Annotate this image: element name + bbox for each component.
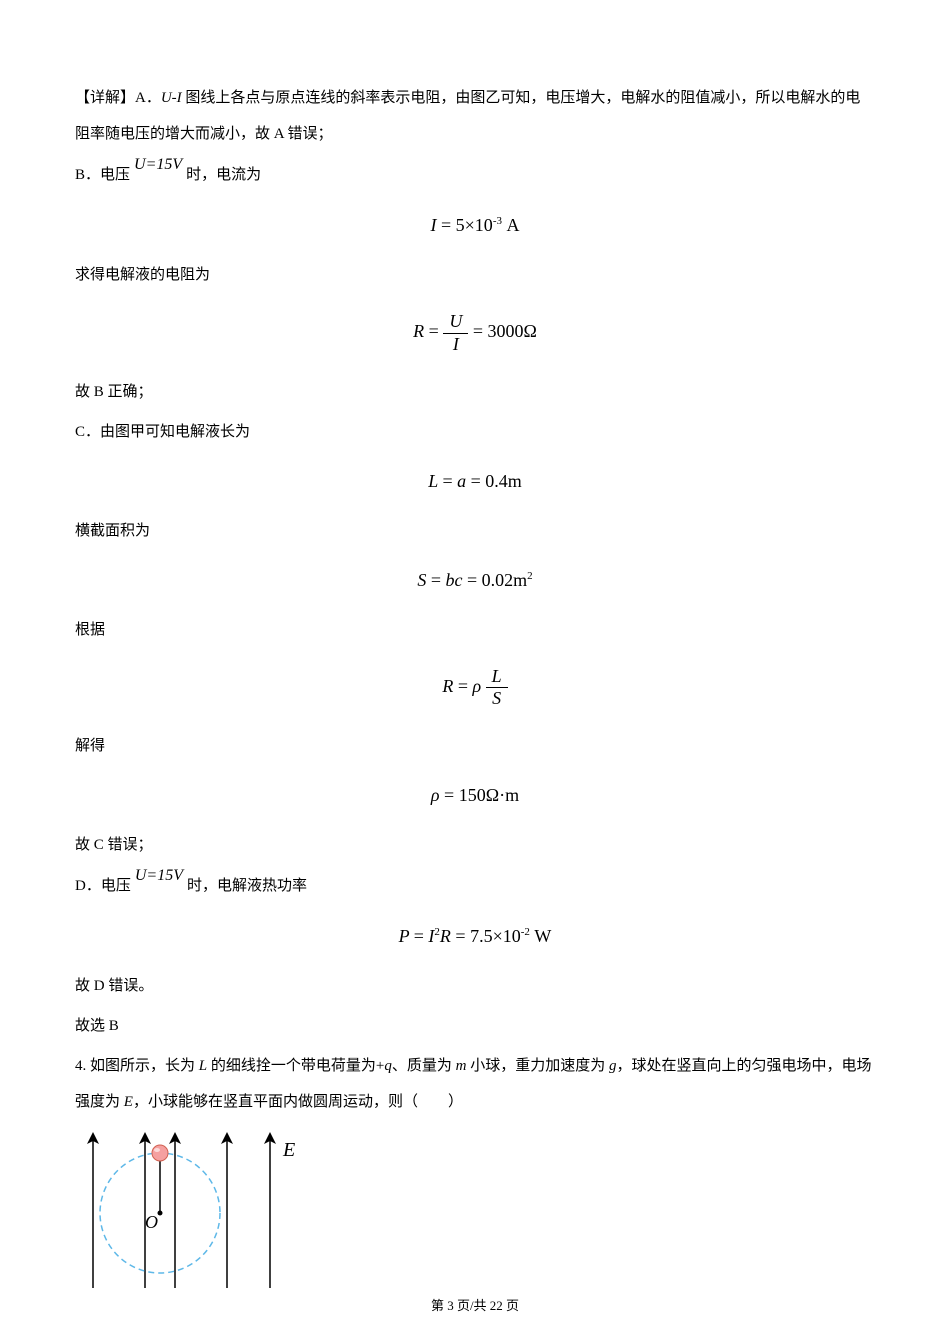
part-c-text3: 根据 <box>75 612 875 648</box>
part-b-prefix: B．电压 <box>75 157 130 193</box>
explanation-header: 【详解】A． <box>75 90 161 106</box>
q4-var-e: E <box>124 1094 133 1110</box>
formula-resistance: R = U I = 3000Ω <box>75 311 875 355</box>
part-b-conclusion: 故 B 正确； <box>75 374 875 410</box>
part-d-line1: D．电压 U=15V 时，电解液热功率 <box>75 867 875 905</box>
q4-var-l: L <box>199 1058 207 1074</box>
part-a-text: 【详解】A．U-I 图线上各点与原点连线的斜率表示电阻，由图乙可知，电压增大，电… <box>75 80 875 152</box>
label-e: E <box>282 1139 295 1161</box>
part-b-line1: B．电压 U=15V 时，电流为 <box>75 156 875 194</box>
ball-highlight <box>154 1148 160 1152</box>
part-c-text2: 横截面积为 <box>75 513 875 549</box>
r-result: = 3000Ω <box>473 322 537 342</box>
center-point <box>158 1211 163 1216</box>
formula-r-rho: R = ρ L S <box>75 666 875 710</box>
page-footer: 第 3 页/共 22 页 <box>0 1295 950 1314</box>
diagram-svg: O E <box>75 1128 305 1298</box>
question-4-diagram: O E <box>75 1128 875 1303</box>
part-c-conclusion: 故 C 错误； <box>75 827 875 863</box>
q4-text1: 的细线拴一个带电荷量为+ <box>207 1058 384 1074</box>
formula-rho-value: ρ = 150Ω·m <box>75 782 875 809</box>
formula-length: L = a = 0.4m <box>75 468 875 495</box>
formula-power: P = I2R = 7.5×10-2 W <box>75 923 875 950</box>
part-d-conclusion: 故 D 错误。 <box>75 968 875 1004</box>
frac-num-l: L <box>486 666 508 689</box>
formula-u-15v-d: U=15V <box>135 857 183 895</box>
question-4: 4. 如图所示，长为 L 的细线拴一个带电荷量为+q、质量为 m 小球，重力加速… <box>75 1048 875 1120</box>
q4-text2: 、质量为 <box>392 1058 456 1074</box>
part-c-text4: 解得 <box>75 728 875 764</box>
formula-current: I = 5×10-3 A <box>75 212 875 239</box>
frac-den-s: S <box>486 688 508 710</box>
ball <box>152 1145 168 1161</box>
part-a-content: 图线上各点与原点连线的斜率表示电阻，由图乙可知，电压增大，电解水的阻值减小，所以… <box>75 90 860 142</box>
q4-text5: ，小球能够在竖直平面内做圆周运动，则（ ） <box>133 1094 463 1110</box>
label-o: O <box>145 1212 158 1232</box>
part-d-middle: 时，电解液热功率 <box>187 868 307 904</box>
part-c-prefix: C．由图甲可知电解液长为 <box>75 414 875 450</box>
q4-var-m: m <box>456 1058 467 1074</box>
frac-num-u: U <box>443 311 468 334</box>
final-answer: 故选 B <box>75 1008 875 1044</box>
q4-text3: 小球，重力加速度为 <box>466 1058 609 1074</box>
part-d-prefix: D．电压 <box>75 868 131 904</box>
part-b-text2: 求得电解液的电阻为 <box>75 257 875 293</box>
formula-area: S = bc = 0.02m2 <box>75 567 875 594</box>
formula-u-15v: U=15V <box>134 146 182 184</box>
q4-var-q: q <box>384 1058 392 1074</box>
frac-den-i: I <box>443 334 468 356</box>
q4-prefix: 4. 如图所示，长为 <box>75 1058 199 1074</box>
var-ui: U-I <box>161 90 182 106</box>
part-b-middle: 时，电流为 <box>186 157 261 193</box>
